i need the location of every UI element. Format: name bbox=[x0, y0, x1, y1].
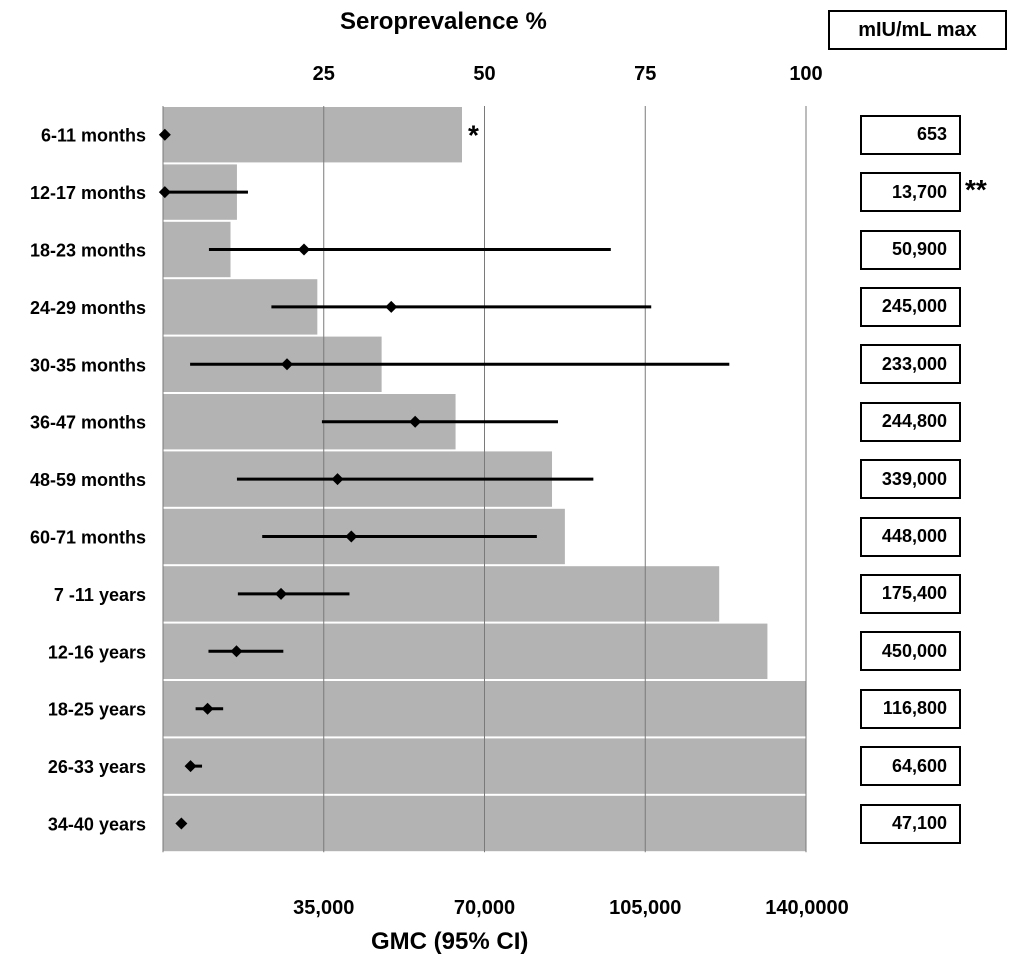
gmc-point bbox=[158, 186, 171, 199]
gmc-tick-label: 105,000 bbox=[609, 897, 681, 919]
gmc-point bbox=[298, 243, 311, 256]
gmc-point bbox=[175, 817, 188, 830]
gmc-tick-label: 140,0000 bbox=[765, 897, 848, 919]
category-label: 12-17 months bbox=[30, 183, 146, 203]
category-label: 34-40 years bbox=[48, 815, 146, 835]
gmc-tick-label: 70,000 bbox=[454, 897, 515, 919]
seroprevalence-tick-label: 100 bbox=[789, 63, 822, 85]
max-value-box: 47,100 bbox=[860, 803, 961, 844]
max-value-box: 233,000 bbox=[860, 344, 961, 385]
category-label: 6-11 months bbox=[41, 126, 146, 146]
category-label: 24-29 months bbox=[30, 298, 146, 318]
gmc-point bbox=[345, 530, 358, 543]
max-value-box: 175,400 bbox=[860, 573, 961, 614]
gmc-point bbox=[184, 760, 197, 773]
gmc-point bbox=[281, 358, 294, 371]
max-value-box: 448,000 bbox=[860, 516, 961, 557]
seroprevalence-tick-label: 50 bbox=[473, 63, 495, 85]
category-label: 36-47 months bbox=[30, 413, 146, 433]
max-value-box: 339,000 bbox=[860, 459, 961, 500]
max-value-box: 245,000 bbox=[860, 286, 961, 327]
gmc-tick-label: 35,000 bbox=[293, 897, 354, 919]
gmc-point bbox=[201, 702, 214, 715]
category-label: 26-33 years bbox=[48, 757, 146, 777]
category-label: 48-59 months bbox=[30, 470, 146, 490]
gmc-point bbox=[275, 587, 288, 600]
gmc-point bbox=[158, 128, 171, 141]
max-value-box: 653 bbox=[860, 114, 961, 155]
gmc-axis-title: GMC (95% CI) bbox=[371, 928, 529, 955]
gmc-point bbox=[409, 415, 422, 428]
category-label: 7 -11 years bbox=[54, 585, 146, 605]
max-table-header: mIU/mL max bbox=[828, 10, 1007, 50]
seroprevalence-tick-label: 75 bbox=[634, 63, 656, 85]
seroprevalence-axis-title: Seroprevalence % bbox=[340, 8, 547, 35]
max-significance-star: ** bbox=[965, 174, 987, 206]
category-label: 12-16 years bbox=[48, 642, 146, 662]
seroprevalence-tick-label: 25 bbox=[313, 63, 335, 85]
max-value-box: 64,600 bbox=[860, 746, 961, 787]
category-label: 18-25 years bbox=[48, 700, 146, 720]
significance-star: * bbox=[468, 120, 479, 151]
max-value-box: 116,800 bbox=[860, 688, 961, 729]
category-label: 60-71 months bbox=[30, 528, 146, 548]
gmc-point bbox=[331, 473, 344, 486]
max-value-box: 13,700 bbox=[860, 172, 961, 213]
category-label: 18-23 months bbox=[30, 241, 146, 261]
seroprevalence-bar bbox=[163, 107, 462, 163]
gmc-point bbox=[385, 300, 398, 313]
gmc-point bbox=[230, 645, 243, 658]
max-value-box: 50,900 bbox=[860, 229, 961, 270]
category-label: 30-35 months bbox=[30, 355, 146, 375]
max-value-box: 450,000 bbox=[860, 631, 961, 672]
max-value-box: 244,800 bbox=[860, 401, 961, 442]
